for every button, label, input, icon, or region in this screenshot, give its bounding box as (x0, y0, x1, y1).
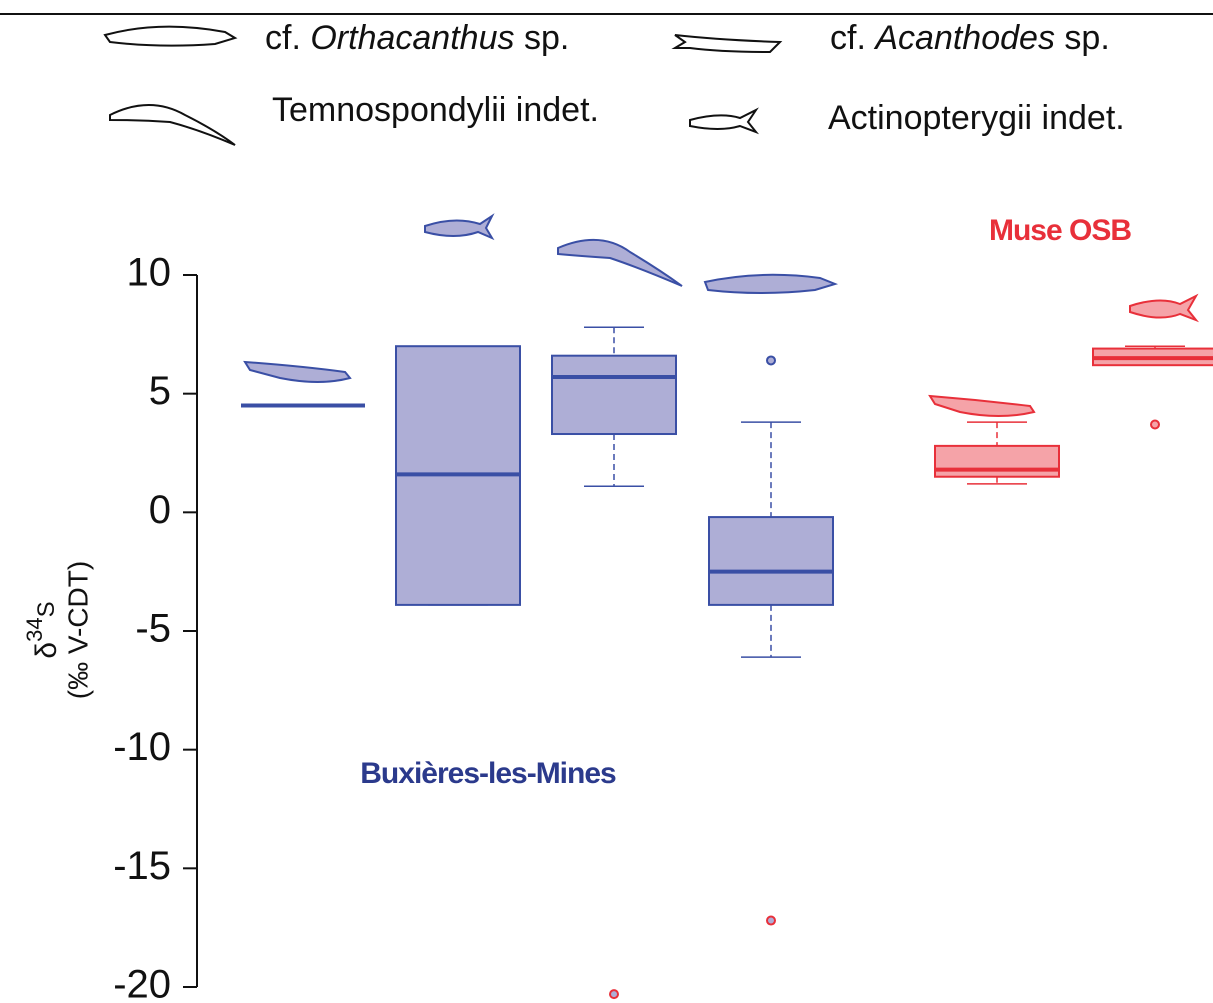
legend-text: sp. (1064, 19, 1109, 57)
box (934, 444, 1060, 478)
y-tick-label: -20 (113, 963, 171, 1003)
y-label-part: 34 (22, 617, 47, 641)
silhouette (928, 394, 1036, 417)
legend-entry: cf. Orthacanthus sp. (265, 19, 569, 57)
icon-actinopterygii (689, 107, 760, 135)
silhouette (703, 273, 839, 294)
outlier (766, 355, 776, 366)
silhouette (1129, 293, 1200, 323)
legend-text: Orthacanthus (310, 19, 514, 57)
legend-icons (103, 25, 783, 146)
box (708, 516, 834, 606)
outlier (1150, 419, 1160, 430)
legend-entry: Temnospondylii indet. (272, 91, 599, 129)
icon-temnospondyl (109, 104, 236, 146)
legend-text: cf. (265, 19, 301, 57)
outlier (609, 989, 619, 1000)
silhouettes (243, 213, 1200, 417)
y-tick-label: -5 (135, 607, 171, 651)
legend-text: Acanthodes (873, 19, 1055, 57)
y-label-part: δ (30, 642, 63, 659)
box (551, 354, 677, 436)
y-tick-label: 0 (149, 488, 171, 532)
icon-orthacanthus (103, 25, 238, 47)
silhouette (424, 213, 495, 241)
silhouette (557, 238, 683, 287)
annotation: Muse OSB (989, 214, 1131, 247)
annotation: Buxières-les-Mines (360, 757, 616, 790)
y-tick-label: -15 (113, 844, 171, 888)
legend-text: cf. (830, 19, 866, 57)
legend-entry: Actinopterygii indet. (828, 99, 1125, 137)
silhouette (243, 360, 352, 383)
legend-entry: cf. Acanthodes sp. (830, 19, 1110, 57)
y-tick-label: 10 (127, 251, 172, 295)
icon-acanthodes (671, 34, 783, 54)
y-axis-label: δ34S (‰ V-CDT) (22, 561, 94, 699)
y-label-line: δ34S (22, 601, 63, 658)
y-tick-label: 5 (149, 369, 171, 413)
y-tick-label: -10 (113, 725, 171, 769)
legend-text: sp. (524, 19, 569, 57)
outlier (766, 915, 776, 926)
y-label-unit: (‰ V-CDT) (62, 561, 93, 699)
y-label-part: S (33, 601, 60, 617)
